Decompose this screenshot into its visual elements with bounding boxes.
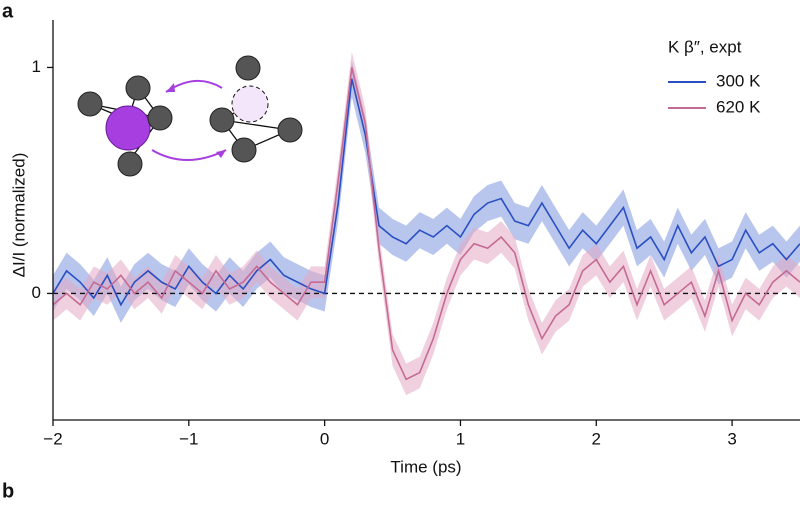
legend-title: K β″, expt: [668, 37, 742, 56]
molecule-illustration: [77, 55, 303, 177]
y-axis-label: ΔI/I (normalized): [9, 153, 28, 278]
line: [52, 67, 800, 381]
x-tick-label: −2: [43, 429, 62, 448]
legend-label: 620 K: [716, 97, 761, 116]
line: [52, 78, 800, 307]
x-tick-label: 2: [592, 429, 601, 448]
panel-label: a: [2, 0, 14, 22]
y-tick-label: 1: [32, 57, 41, 76]
x-tick-label: 0: [320, 429, 329, 448]
x-tick-label: 1: [456, 429, 465, 448]
x-axis-label: Time (ps): [390, 457, 461, 476]
panel-label: b: [2, 480, 14, 502]
x-tick-label: 3: [727, 429, 736, 448]
legend-label: 300 K: [716, 71, 761, 90]
x-tick-label: −1: [179, 429, 198, 448]
y-tick-label: 0: [32, 283, 41, 302]
